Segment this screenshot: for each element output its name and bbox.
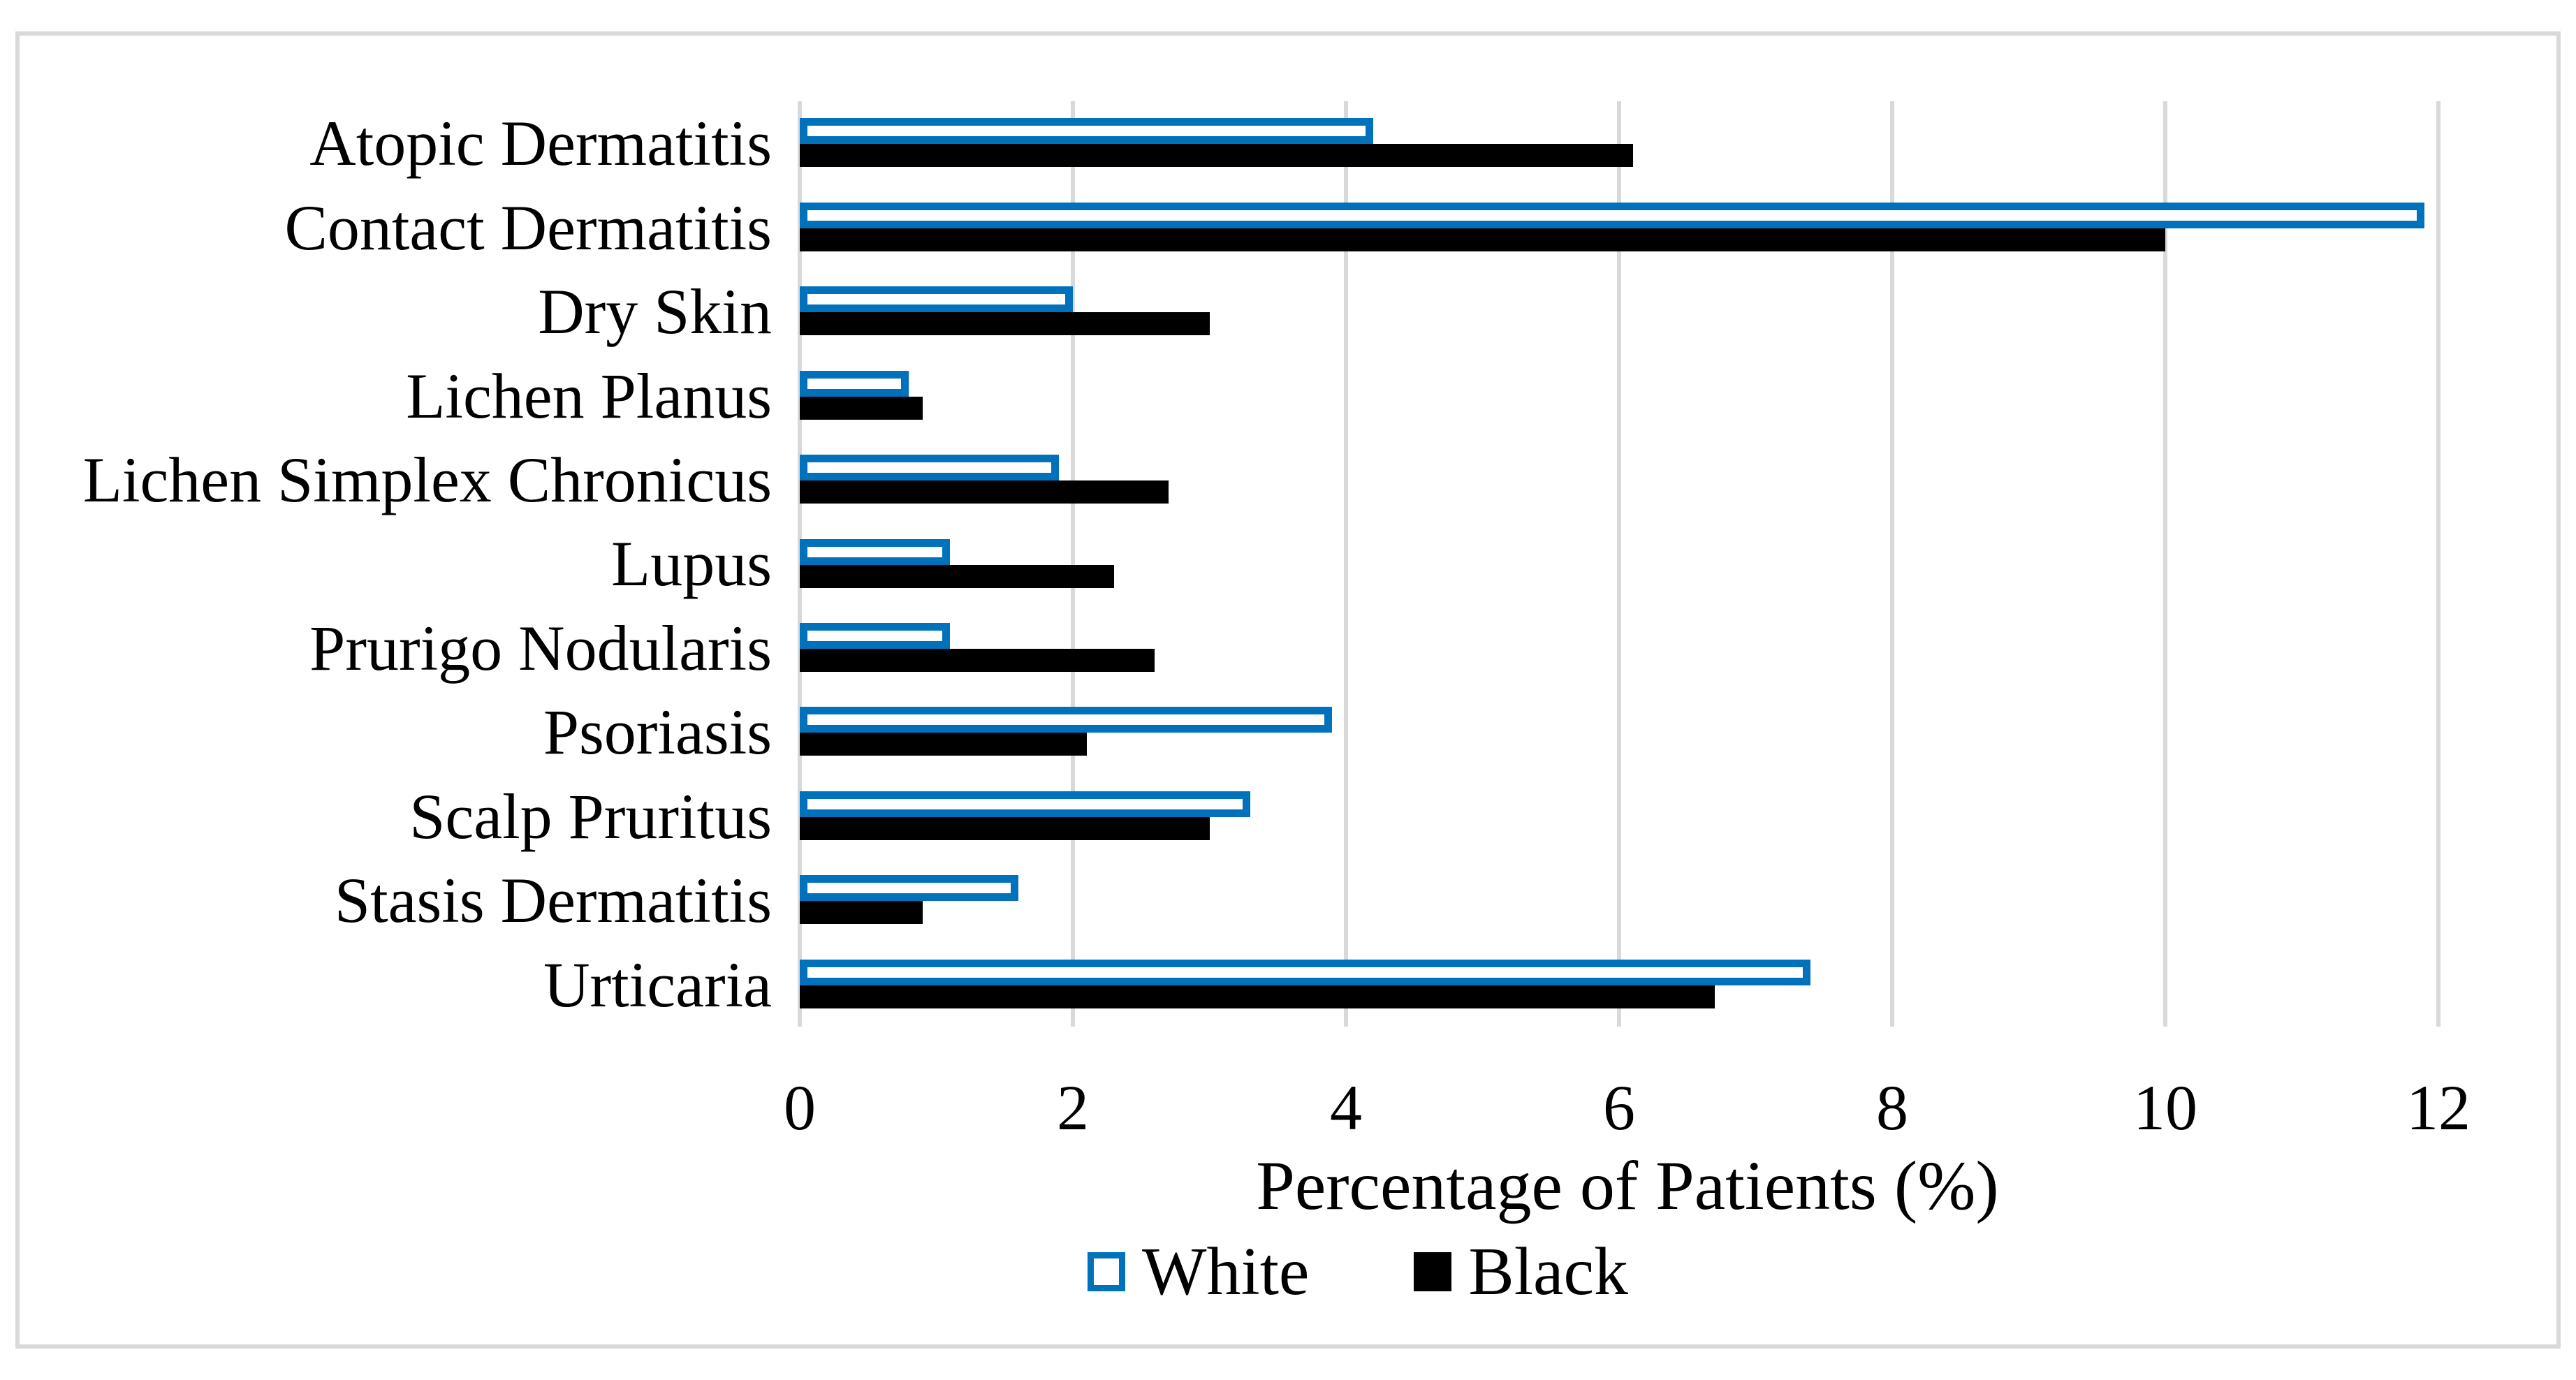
category-label: Prurigo Nodularis: [309, 612, 772, 684]
category-label: Lichen Simplex Chronicus: [82, 444, 772, 516]
bar-black-5: [800, 564, 1114, 588]
x-tick-label-10: 10: [2133, 1072, 2197, 1143]
legend: White Black: [1087, 1234, 1628, 1309]
bar-white-4: [800, 455, 1060, 481]
bar-white-0: [800, 118, 1374, 145]
category-label: Lupus: [611, 528, 772, 600]
gridline-x-4: [1344, 101, 1348, 1027]
bar-white-8: [800, 791, 1251, 817]
bar-black-10: [800, 985, 1715, 1008]
plot-area: [798, 101, 2440, 1027]
category-label: Psoriasis: [543, 696, 772, 768]
legend-item-white: White: [1087, 1234, 1310, 1309]
category-label: Urticaria: [543, 948, 772, 1020]
legend-label-black: Black: [1468, 1234, 1629, 1309]
x-tick-label-8: 8: [1876, 1072, 1908, 1143]
category-label: Contact Dermatitis: [284, 191, 772, 263]
bar-white-9: [800, 875, 1018, 902]
category-label: Lichen Planus: [406, 360, 772, 432]
bar-white-7: [800, 707, 1333, 733]
gridline-x-12: [2436, 101, 2440, 1027]
category-label: Stasis Dermatitis: [334, 865, 772, 937]
bar-black-1: [800, 228, 2165, 251]
x-axis-title: Percentage of Patients (%): [1256, 1147, 1999, 1224]
bar-white-6: [800, 622, 951, 649]
bar-black-6: [800, 648, 1155, 672]
gridline-x-8: [1890, 101, 1894, 1027]
gridline-x-6: [1617, 101, 1621, 1027]
bar-white-2: [800, 286, 1073, 313]
x-tick-label-12: 12: [2406, 1072, 2471, 1143]
bar-white-10: [800, 959, 1810, 985]
category-label: Scalp Pruritus: [409, 780, 772, 852]
category-label: Atopic Dermatitis: [309, 108, 772, 179]
bar-black-2: [800, 312, 1210, 336]
gridline-x-10: [2163, 101, 2167, 1027]
bar-black-3: [800, 396, 923, 420]
bar-black-4: [800, 480, 1169, 504]
legend-item-black: Black: [1414, 1238, 1628, 1306]
legend-label-white: White: [1141, 1234, 1310, 1309]
x-tick-label-0: 0: [784, 1072, 816, 1143]
x-tick-label-6: 6: [1603, 1072, 1635, 1143]
bar-black-8: [800, 816, 1210, 840]
x-tick-label-2: 2: [1057, 1072, 1089, 1143]
bar-black-7: [800, 733, 1087, 756]
legend-swatch-white: [1087, 1252, 1125, 1291]
bar-black-9: [800, 901, 923, 925]
bar-white-3: [800, 370, 909, 397]
gridline-x-2: [1071, 101, 1075, 1027]
bar-white-1: [800, 202, 2425, 228]
legend-swatch-black: [1414, 1252, 1452, 1291]
bar-white-5: [800, 538, 951, 565]
x-tick-label-4: 4: [1330, 1072, 1362, 1143]
category-label: Dry Skin: [538, 276, 772, 348]
bar-black-0: [800, 144, 1633, 168]
